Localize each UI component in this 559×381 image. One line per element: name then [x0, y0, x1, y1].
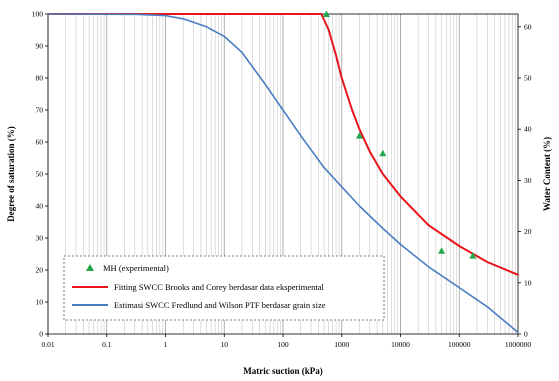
x-tick-label: 10: [221, 340, 229, 349]
data-point-mh: [469, 252, 477, 259]
y2-tick-label: 10: [524, 278, 532, 287]
legend-box: [63, 255, 385, 321]
y-tick-label: 20: [36, 266, 44, 275]
series-lines: [47, 13, 519, 334]
x-tick-label: 1000: [334, 340, 349, 349]
data-point-mh: [355, 132, 363, 139]
x-tick-label: 0.01: [41, 340, 54, 349]
y-tick-label: 10: [36, 298, 44, 307]
y2-axis-ticks: 0 10 20 30 40 50 60: [518, 22, 532, 339]
legend-label-fitting: Fitting SWCC Brooks and Corey berdasar d…: [114, 282, 324, 292]
legend-label-estimasi: Estimasi SWCC Fredlund and Wilson PTF be…: [114, 300, 326, 310]
x-axis-ticks: 0.01 0.1 1 10 100 1000 10000 100000 1000000: [41, 334, 531, 349]
y-tick-label: 30: [36, 234, 44, 243]
y-tick-label: 0: [39, 330, 43, 339]
y-tick-label: 50: [36, 170, 44, 179]
x-axis-title: Matric suction (kPa): [243, 366, 322, 376]
y-tick-label: 60: [36, 138, 44, 147]
y2-axis-title: Water Content (%): [542, 137, 552, 211]
x-tick-label: 10000: [391, 340, 410, 349]
y-axis-ticks: 0 10 20 30 40 50 60 70 80 90 100: [32, 10, 48, 339]
data-point-mh: [438, 247, 446, 254]
y2-tick-label: 50: [524, 74, 532, 83]
y2-tick-label: 30: [524, 176, 532, 185]
y-axis-title: Degree of saturation (%): [6, 126, 16, 222]
y2-tick-label: 0: [524, 330, 528, 339]
x-tick-label: 0.1: [102, 340, 112, 349]
y2-tick-label: 40: [524, 125, 532, 134]
legend: MH (experimental) Fitting SWCC Brooks an…: [63, 255, 385, 321]
data-point-mh: [322, 10, 330, 17]
y2-tick-label: 60: [524, 22, 532, 31]
series-line-fitting: [47, 13, 519, 276]
y-tick-label: 40: [36, 202, 44, 211]
y-tick-label: 100: [32, 10, 44, 19]
data-point-mh: [379, 149, 387, 157]
legend-marker-mh: [86, 264, 94, 271]
y-tick-label: 80: [36, 74, 44, 83]
x-tick-label: 100: [277, 340, 289, 349]
x-tick-label: 1: [164, 340, 168, 349]
y-tick-label: 70: [36, 106, 44, 115]
legend-label-mh: MH (experimental): [103, 263, 169, 273]
x-tick-label: 1000000: [505, 340, 532, 349]
series-points: [322, 10, 477, 259]
y-tick-label: 90: [36, 42, 44, 51]
series-line-estimasi: [47, 13, 519, 334]
x-tick-label: 100000: [448, 340, 471, 349]
y2-tick-label: 20: [524, 227, 532, 236]
